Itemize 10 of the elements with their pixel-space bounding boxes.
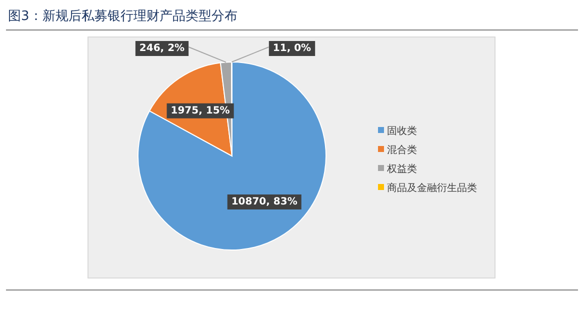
- legend-label: 混合类: [387, 144, 417, 156]
- legend-label: 权益类: [386, 163, 417, 175]
- data-label: 1975, 15%: [170, 105, 230, 116]
- chart-title: 图3：新规后私募银行理财产品类型分布: [8, 9, 238, 24]
- legend-label: 商品及金融衍生品类: [387, 182, 477, 194]
- data-label: 10870, 83%: [231, 196, 298, 208]
- data-label: 246, 2%: [139, 43, 185, 54]
- data-label: 11, 0%: [272, 43, 312, 54]
- legend-label: 固收类: [387, 125, 417, 137]
- pie-slice: [138, 62, 326, 250]
